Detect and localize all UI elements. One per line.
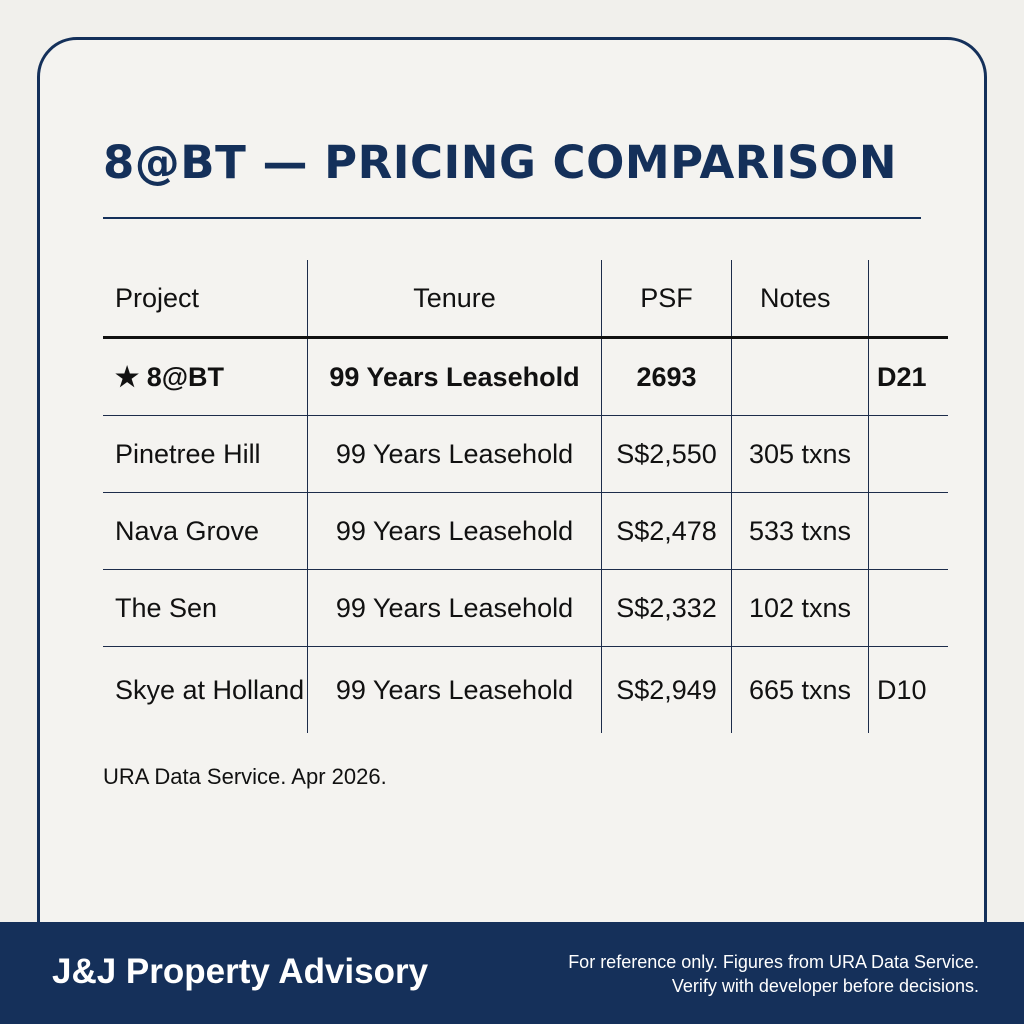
disclaimer: For reference only. Figures from URA Dat… xyxy=(568,950,979,998)
table-header-row: Project Tenure PSF Notes xyxy=(103,260,948,339)
cell-project: Nava Grove xyxy=(103,492,308,570)
table-row: Nava Grove 99 Years Leasehold S$2,478 533 t… xyxy=(103,492,948,570)
cell-tenure: 99 Years Leasehold xyxy=(307,646,602,733)
table-row: Pinetree Hill 99 Years Leasehold S$2,550 30… xyxy=(103,415,948,493)
cell-psf: S$2,550 xyxy=(601,415,732,493)
cell-notes: 102 txns xyxy=(731,569,869,647)
table-row: The Sen 99 Years Leasehold S$2,332 102 txns xyxy=(103,569,948,647)
cell-district xyxy=(868,415,948,493)
page-title: 8@BT — PRICING COMPARISON xyxy=(103,136,898,189)
cell-project: Pinetree Hill xyxy=(103,415,308,493)
cell-psf: S$2,478 xyxy=(601,492,732,570)
cell-psf: 2693 xyxy=(601,337,732,416)
table-row: Skye at Holland 99 Years Leasehold S$2,949… xyxy=(103,646,948,733)
cell-psf: S$2,949 xyxy=(601,646,732,733)
cell-project: Skye at Holland xyxy=(115,675,305,705)
header-tenure: Tenure xyxy=(307,260,602,339)
header-project: Project xyxy=(103,260,308,339)
cell-psf: S$2,332 xyxy=(601,569,732,647)
cell-tenure: 99 Years Leasehold xyxy=(307,492,602,570)
cell-notes: 533 txns xyxy=(731,492,869,570)
cell-notes: 665 txns xyxy=(731,646,869,733)
disclaimer-line-2: Verify with developer before decisions. xyxy=(671,976,979,996)
cell-tenure: 99 Years Leasehold xyxy=(307,337,602,416)
cell-district xyxy=(868,569,948,647)
header-notes: Notes xyxy=(731,260,869,339)
header-psf: PSF xyxy=(601,260,732,339)
pricing-table: Project Tenure PSF Notes ★ 8@BT 99 Years … xyxy=(103,260,948,733)
cell-district: D21 xyxy=(868,337,948,416)
cell-project: The Sen xyxy=(103,569,308,647)
cell-project: ★ 8@BT xyxy=(103,337,308,416)
cell-tenure: 99 Years Leasehold xyxy=(307,415,602,493)
cell-district: D10 xyxy=(868,646,948,733)
cell-notes xyxy=(731,337,869,416)
source-note: URA Data Service. Apr 2026. xyxy=(103,764,387,789)
title-divider xyxy=(103,217,921,219)
cell-district xyxy=(868,492,948,570)
disclaimer-line-1: For reference only. Figures from URA Dat… xyxy=(568,952,979,972)
footer-bar xyxy=(0,922,1024,1024)
cell-tenure: 99 Years Leasehold xyxy=(307,569,602,647)
cell-notes: 305 txns xyxy=(731,415,869,493)
table-row: ★ 8@BT 99 Years Leasehold 2693 D21 xyxy=(103,337,948,416)
brand-name: J&J Property Advisory xyxy=(52,952,429,991)
header-district xyxy=(868,260,948,339)
